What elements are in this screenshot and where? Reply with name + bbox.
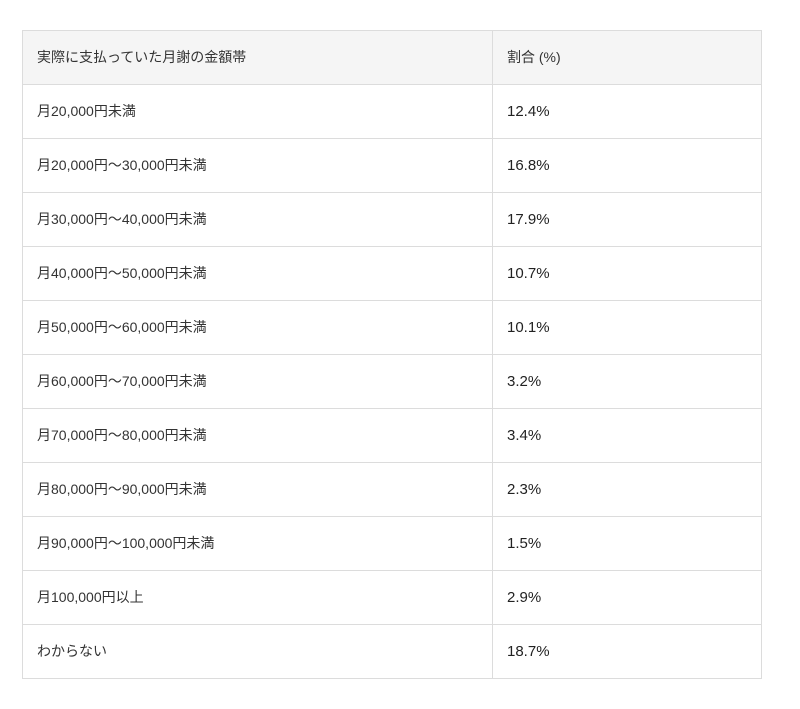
fee-band-cell: 月70,000円〜80,000円未満 — [22, 408, 493, 463]
table-row: 月40,000円〜50,000円未満 10.7% — [22, 246, 762, 301]
table-row: 月100,000円以上 2.9% — [22, 570, 762, 625]
table-row: 月70,000円〜80,000円未満 3.4% — [22, 408, 762, 463]
percentage-cell: 12.4% — [492, 84, 762, 139]
fee-band-cell: 月30,000円〜40,000円未満 — [22, 192, 493, 247]
table-header-row: 実際に支払っていた月謝の金額帯 割合 (%) — [22, 30, 762, 85]
fee-band-cell: 月50,000円〜60,000円未満 — [22, 300, 493, 355]
percentage-cell: 10.1% — [492, 300, 762, 355]
percentage-cell: 1.5% — [492, 516, 762, 571]
fee-band-cell: 月80,000円〜90,000円未満 — [22, 462, 493, 517]
fee-band-cell: 月40,000円〜50,000円未満 — [22, 246, 493, 301]
percentage-cell: 16.8% — [492, 138, 762, 193]
table-row: 月30,000円〜40,000円未満 17.9% — [22, 192, 762, 247]
fee-band-cell: 月90,000円〜100,000円未満 — [22, 516, 493, 571]
percentage-cell: 2.9% — [492, 570, 762, 625]
fee-band-cell: 月100,000円以上 — [22, 570, 493, 625]
tuition-fee-table: 実際に支払っていた月謝の金額帯 割合 (%) 月20,000円未満 12.4% 月2… — [22, 30, 762, 679]
fee-band-cell: わからない — [22, 624, 493, 679]
table-row: 月90,000円〜100,000円未満 1.5% — [22, 516, 762, 571]
percentage-cell: 2.3% — [492, 462, 762, 517]
fee-band-cell: 月20,000円未満 — [22, 84, 493, 139]
fee-table-container: 実際に支払っていた月謝の金額帯 割合 (%) 月20,000円未満 12.4% 月2… — [22, 30, 762, 679]
table-body: 月20,000円未満 12.4% 月20,000円〜30,000円未満 16.8% 月3… — [22, 84, 762, 679]
percentage-cell: 3.2% — [492, 354, 762, 409]
column-header-percentage: 割合 (%) — [492, 30, 762, 85]
table-row: 月60,000円〜70,000円未満 3.2% — [22, 354, 762, 409]
percentage-cell: 3.4% — [492, 408, 762, 463]
percentage-cell: 18.7% — [492, 624, 762, 679]
table-row: 月20,000円〜30,000円未満 16.8% — [22, 138, 762, 193]
column-header-fee-band: 実際に支払っていた月謝の金額帯 — [22, 30, 493, 85]
percentage-cell: 17.9% — [492, 192, 762, 247]
table-row: 月80,000円〜90,000円未満 2.3% — [22, 462, 762, 517]
table-row: わからない 18.7% — [22, 624, 762, 679]
fee-band-cell: 月20,000円〜30,000円未満 — [22, 138, 493, 193]
percentage-cell: 10.7% — [492, 246, 762, 301]
table-row: 月20,000円未満 12.4% — [22, 84, 762, 139]
table-row: 月50,000円〜60,000円未満 10.1% — [22, 300, 762, 355]
fee-band-cell: 月60,000円〜70,000円未満 — [22, 354, 493, 409]
